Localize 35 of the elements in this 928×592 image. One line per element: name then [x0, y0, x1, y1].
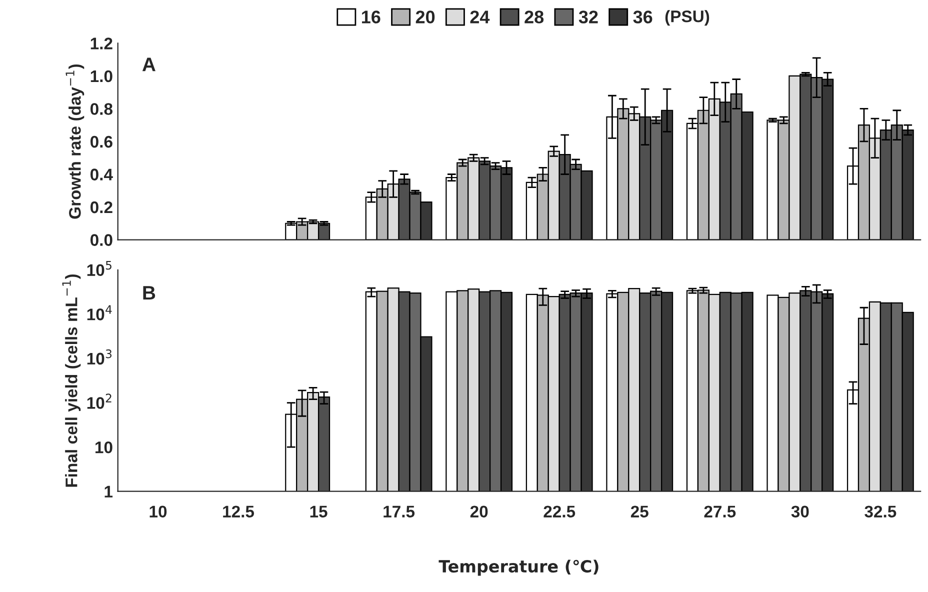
y-tick-label: 0.4 [90, 168, 113, 180]
legend-label: 32 [578, 10, 598, 24]
x-axis-title: Temperature (℃) [438, 560, 598, 576]
x-tick-label: 30 [791, 506, 809, 518]
x-tick-label: 12.5 [223, 506, 254, 518]
x-tick-label: 17.5 [384, 506, 415, 518]
legend-label: 20 [416, 10, 435, 24]
legend-title: (PSU) [665, 10, 710, 26]
legend-label: 28 [524, 10, 544, 24]
y-tick-label: 10$^{5}$ [87, 260, 112, 276]
x-tick-label: 20 [470, 506, 488, 518]
x-tick-label: 25 [630, 506, 648, 518]
x-tick-label: 32.5 [864, 506, 896, 518]
x-tick-label: 15 [310, 506, 328, 518]
x-tick-label: 22.5 [544, 506, 576, 518]
x-tick-label: 10 [150, 506, 167, 518]
y-tick-label: 1.0 [90, 70, 112, 82]
annotation: B [143, 286, 156, 300]
y-axis-title: Growth rate (day$^{−1}$) [66, 64, 84, 219]
y-tick-label: 0.0 [90, 234, 112, 246]
y-tick-label: 10 [96, 441, 112, 454]
annotation: A [142, 58, 156, 72]
y-tick-label: 0.8 [90, 103, 112, 115]
legend-label: 36 [633, 10, 652, 24]
legend-label: 24 [470, 10, 490, 24]
y-tick-label: 0.6 [90, 136, 112, 148]
y-tick-label: 1.2 [90, 38, 112, 50]
y-tick-label: 0.2 [90, 201, 112, 214]
x-tick-label: 27.5 [704, 506, 736, 518]
y-tick-label: 10$^{2}$ [87, 394, 112, 409]
y-tick-label: 10$^{3}$ [87, 349, 112, 365]
y-tick-label: 1 [104, 486, 113, 498]
y-tick-label: 10$^{4}$ [87, 305, 112, 320]
legend-label: 16 [362, 10, 380, 24]
y-axis-title: Final cell yield (cells mL$^{−1}$) [62, 274, 81, 487]
